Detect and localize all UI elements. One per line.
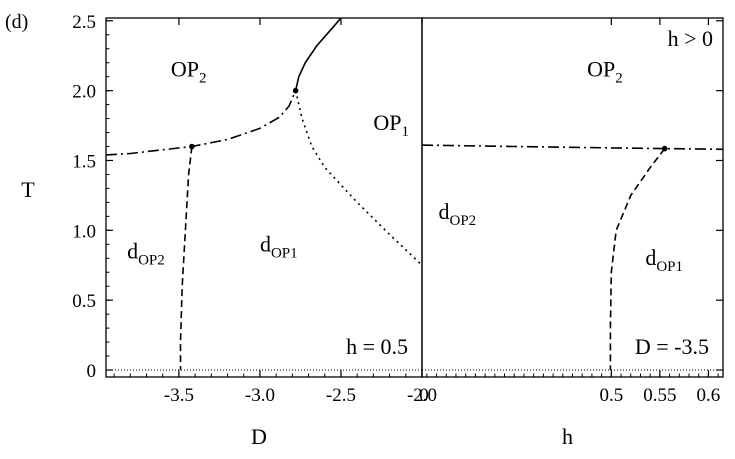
left-critical-point <box>189 143 195 150</box>
left-panel: -3.5 -3.0 -2.5 -2.000.51.01.52.02.5DTOP2OP1… <box>21 12 437 449</box>
region-label-op2: OP2 <box>171 57 207 87</box>
region-label-op2: OP2 <box>587 57 623 87</box>
right-x-start-label: 0 <box>419 385 429 406</box>
region-label-dop1: dOP1 <box>260 231 298 261</box>
region-label-dop2: dOP2 <box>439 199 477 229</box>
left-series-dashed-line <box>179 146 193 370</box>
left-plot-frame <box>105 17 423 378</box>
right-x-tick-label: 0.55 <box>643 385 676 406</box>
right-critical-point <box>661 145 668 152</box>
region-label-op1: OP1 <box>373 110 409 140</box>
panel-label: (d) <box>5 11 28 33</box>
left-critical-point <box>292 87 299 94</box>
right-series-dashed-line <box>609 148 666 370</box>
left-series-dotted-line <box>294 90 423 266</box>
left-series-solid-line <box>294 17 342 91</box>
left-x-tick-label: -3.5 <box>164 385 194 406</box>
right-x-tick-label: 0.5 <box>599 385 623 406</box>
y-tick-label: 2.0 <box>72 82 96 103</box>
y-tick-label: 0 <box>87 361 97 382</box>
left-x-tick-label: -2.0 <box>407 385 437 406</box>
left-parameter-annotation: h = 0.5 <box>346 334 408 359</box>
right-corner-annotation: h > 0 <box>668 26 713 51</box>
left-x-tick-label: -3.0 <box>245 385 275 406</box>
right-panel: 0.5 0.55 0.6 0 h OP2 dOP2 dOP1 D = -3.5 h > 0 <box>419 17 724 449</box>
y-tick-label: 0.5 <box>72 291 96 312</box>
y-tick-label: 1.5 <box>72 151 96 172</box>
left-x-tick-label: -2.5 <box>326 385 356 406</box>
right-x-axis-title: h <box>562 424 573 449</box>
right-plot-frame <box>421 17 724 378</box>
right-series-dash-dot-line <box>421 144 724 151</box>
left-series-dash-dot-line <box>105 90 297 156</box>
right-x-tick-label: 0.6 <box>697 385 721 406</box>
region-label-dop1: dOP1 <box>645 245 683 275</box>
right-parameter-annotation: D = -3.5 <box>635 334 709 359</box>
left-x-axis-title: D <box>251 424 267 449</box>
y-tick-label: 2.5 <box>72 12 96 33</box>
region-label-dop2: dOP2 <box>127 238 165 268</box>
y-axis-title: T <box>21 177 35 202</box>
y-tick-label: 1.0 <box>72 221 96 242</box>
